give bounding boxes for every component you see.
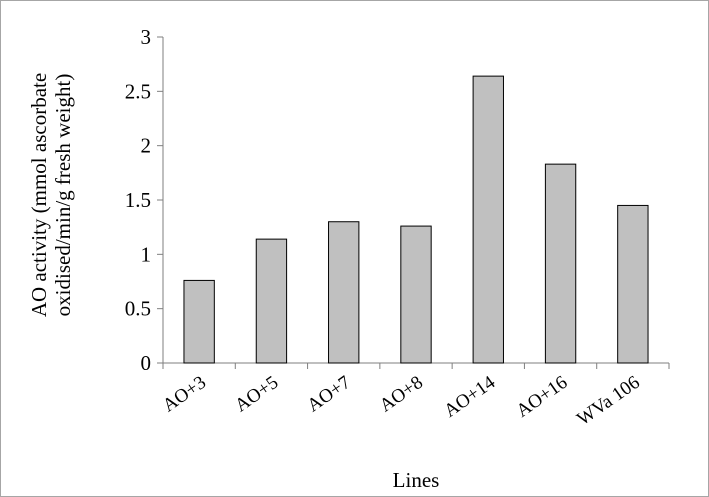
x-tick-label: AO+14 xyxy=(440,372,499,422)
y-tick-label: 1 xyxy=(141,242,152,266)
y-axis-label-line2: oxidised/min/g fresh weight) xyxy=(51,74,75,317)
bar xyxy=(183,279,215,364)
x-tick-label: AO+3 xyxy=(159,372,210,417)
x-tick-label: AO+16 xyxy=(513,372,572,422)
x-axis-label: Lines xyxy=(393,468,440,492)
y-tick-label: 2.5 xyxy=(125,79,151,103)
x-tick-label: AO+5 xyxy=(231,372,282,417)
y-tick-label: 3 xyxy=(141,25,152,49)
x-tick-label: AO+7 xyxy=(303,372,354,417)
bar xyxy=(617,204,649,364)
y-axis-label-line1: AO activity (mmol ascorbate xyxy=(27,73,51,317)
y-tick-label: 2 xyxy=(141,134,152,158)
y-tick-label: 0.5 xyxy=(125,297,151,321)
y-tick-label: 1.5 xyxy=(125,188,151,212)
plot-area: 0 0.5 1 1.5 2 2.5 3 AO+3 AO+5 AO+7 AO+8 AO+14 AO+16 W… xyxy=(125,25,670,430)
y-tick-label: 0 xyxy=(141,351,152,375)
bar xyxy=(255,238,288,364)
bar xyxy=(472,75,504,364)
bar xyxy=(544,163,577,364)
x-tick-label: WVa 106 xyxy=(573,372,643,430)
bar xyxy=(328,221,360,364)
x-tick-label: AO+8 xyxy=(376,372,427,417)
bar xyxy=(400,225,432,364)
